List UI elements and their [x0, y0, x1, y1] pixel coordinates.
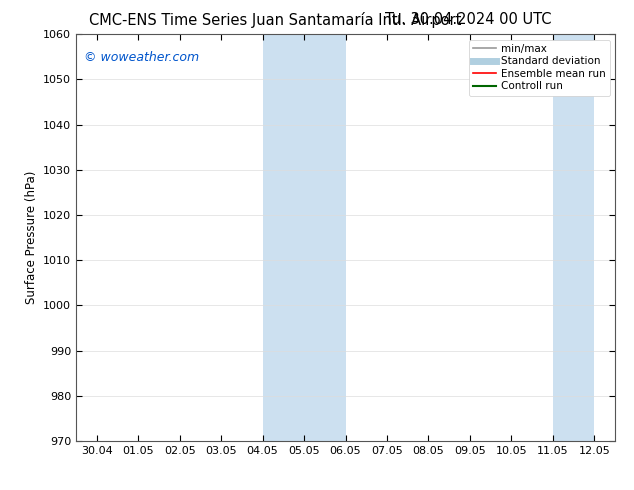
Text: CMC-ENS Time Series Juan Santamaría Intl. Airport: CMC-ENS Time Series Juan Santamaría Intl…: [89, 12, 461, 28]
Y-axis label: Surface Pressure (hPa): Surface Pressure (hPa): [25, 171, 37, 304]
Bar: [262, 34, 346, 441]
Text: © woweather.com: © woweather.com: [84, 50, 199, 64]
Text: Tu. 30.04.2024 00 UTC: Tu. 30.04.2024 00 UTC: [385, 12, 552, 27]
Bar: [553, 34, 594, 441]
Legend: min/max, Standard deviation, Ensemble mean run, Controll run: min/max, Standard deviation, Ensemble me…: [469, 40, 610, 96]
